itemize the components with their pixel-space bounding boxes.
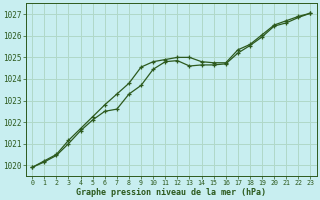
X-axis label: Graphe pression niveau de la mer (hPa): Graphe pression niveau de la mer (hPa) bbox=[76, 188, 266, 197]
